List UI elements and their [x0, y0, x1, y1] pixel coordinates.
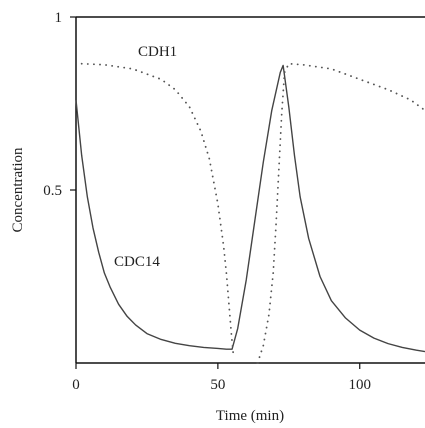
cdh1-label: CDH1: [138, 44, 177, 60]
x-axis-label: Time (min): [216, 408, 284, 424]
x-tick-label: 100: [348, 377, 371, 393]
x-tick-label: 50: [210, 377, 225, 393]
plot-frame: [75, 16, 425, 364]
x-tick-label: 0: [72, 377, 80, 393]
cdc14-series-line: [75, 64, 425, 353]
y-tick-label: 1: [55, 10, 63, 26]
y-axis-label: Concentration: [10, 147, 26, 232]
series-layer: [75, 62, 425, 364]
cdc14-label: CDC14: [114, 254, 160, 270]
cdh1-series-line: [80, 62, 235, 357]
y-tick-label: 0.5: [43, 183, 62, 199]
cdh1-series-line: [256, 62, 425, 364]
ticks: 0 50 100 0.5 1: [43, 10, 371, 393]
